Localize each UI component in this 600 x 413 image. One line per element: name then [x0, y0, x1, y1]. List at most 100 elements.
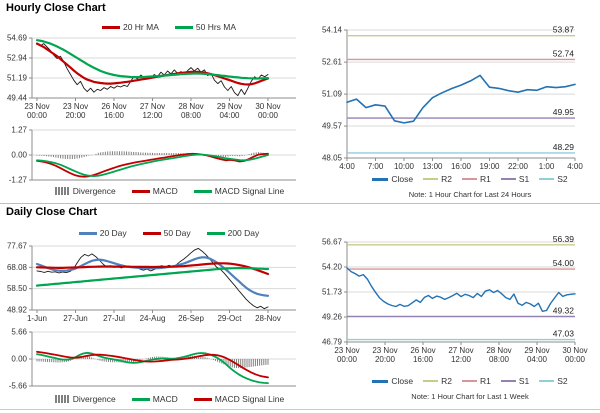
hourly-chart-title: Hourly Close Chart	[6, 2, 106, 14]
r2-line-swatch	[423, 178, 439, 180]
svg-text:52.94: 52.94	[7, 54, 28, 63]
legend-item-macd-signal: MACD Signal Line	[193, 186, 285, 196]
legend-item-r2: R2	[423, 174, 452, 184]
legend-label: S1	[518, 376, 530, 386]
legend-label: Close	[391, 174, 414, 184]
r1-line-swatch	[461, 178, 477, 180]
s1-line-swatch	[500, 380, 516, 382]
macd-line-swatch	[131, 189, 150, 193]
macd-signal-line-swatch	[193, 397, 212, 401]
r2-line-swatch	[423, 380, 439, 382]
legend-item-close: Close	[372, 376, 413, 386]
svg-text:16:00: 16:00	[451, 162, 472, 171]
macd-signal-line-swatch	[193, 189, 212, 193]
svg-text:10:00: 10:00	[394, 162, 415, 171]
s2-line-swatch	[539, 380, 555, 382]
svg-text:28-Nov: 28-Nov	[255, 314, 281, 323]
hourly-sr-note: Note: 1 Hour Chart for Last 24 Hours	[408, 190, 532, 199]
svg-text:1.27: 1.27	[11, 126, 27, 135]
svg-text:4:00: 4:00	[339, 162, 355, 171]
svg-text:48.05: 48.05	[322, 154, 343, 163]
legend-label: R2	[441, 174, 452, 184]
legend-label: Divergence	[72, 186, 116, 196]
hourly-ma-legend: 20 Hr MA 50 Hrs MA	[32, 22, 306, 32]
legend-item-divergence: Divergence	[53, 186, 116, 196]
svg-text:56.39: 56.39	[553, 234, 575, 244]
hourly-close-panel: Hourly Close Chart 20 Hr MA 50 Hrs MA 54…	[0, 0, 330, 203]
hourly-sr-legend: Close R2 R1 S1 S2	[340, 174, 600, 184]
daily-macd-legend: Divergence MACD MACD Signal Line	[32, 394, 306, 404]
hourly-macd-legend: Divergence MACD MACD Signal Line	[32, 186, 306, 196]
svg-text:54.69: 54.69	[7, 34, 28, 43]
ma50-line-swatch	[174, 25, 193, 29]
legend-label: S2	[557, 376, 568, 386]
svg-text:29-Oct: 29-Oct	[217, 314, 242, 323]
svg-text:0.00: 0.00	[11, 151, 27, 160]
daily-macd-chart: 5.66 0.00 -5.66	[9, 328, 296, 391]
svg-text:49.57: 49.57	[322, 122, 343, 131]
legend-label: S1	[518, 174, 530, 184]
svg-text:52.61: 52.61	[322, 58, 343, 67]
daily-ma-legend: 20 Day 50 Day 200 Day	[32, 228, 306, 238]
legend-item-s2: S2	[539, 174, 568, 184]
legend-label: MACD Signal Line	[214, 394, 285, 404]
legend-item-close: Close	[372, 174, 413, 184]
daily-sr-note: Note: 1 Hour Chart for Last 1 Week	[411, 392, 529, 401]
bottom-divider	[0, 409, 600, 410]
svg-text:-5.66: -5.66	[9, 382, 28, 391]
legend-label: 50 Hrs MA	[195, 22, 237, 32]
legend-label: Close	[391, 376, 414, 386]
daily-sr-panel: 56.67 54.20 51.73 49.26 46.79 23 Nov 00:00 23 N…	[310, 204, 600, 413]
legend-label: R1	[479, 174, 491, 184]
legend-label: Divergence	[72, 394, 116, 404]
svg-text:4:00: 4:00	[567, 162, 583, 171]
close-line-swatch	[372, 379, 389, 383]
close-line-swatch	[372, 177, 389, 181]
svg-text:56.67: 56.67	[322, 238, 343, 247]
legend-label: S2	[557, 174, 568, 184]
legend-item-r2: R2	[423, 376, 452, 386]
svg-text:0.00: 0.00	[11, 355, 27, 364]
legend-item-50day: 50 Day	[142, 228, 191, 238]
svg-text:48.92: 48.92	[7, 306, 28, 315]
legend-item-r1: R1	[461, 376, 491, 386]
legend-item-divergence: Divergence	[53, 394, 116, 404]
s2-line-swatch	[539, 178, 555, 180]
legend-label: R1	[479, 376, 491, 386]
hourly-macd-chart: 1.27 0.00 -1.27	[9, 126, 296, 184]
legend-item-s1: S1	[500, 174, 530, 184]
svg-text:51.19: 51.19	[7, 74, 28, 83]
svg-text:27-Jun: 27-Jun	[63, 314, 87, 323]
svg-text:1:00: 1:00	[539, 162, 555, 171]
ma20day-line-swatch	[78, 231, 97, 235]
svg-text:51.09: 51.09	[322, 90, 343, 99]
svg-text:26-Sep: 26-Sep	[178, 314, 204, 323]
legend-item-macd: MACD	[131, 186, 178, 196]
svg-text:53.87: 53.87	[553, 25, 575, 35]
legend-label: 50 Day	[163, 228, 191, 238]
ma20-line-swatch	[101, 25, 120, 29]
legend-label: R2	[441, 376, 452, 386]
s1-line-swatch	[500, 178, 516, 180]
legend-label: MACD Signal Line	[214, 186, 285, 196]
svg-text:19:00: 19:00	[479, 162, 500, 171]
svg-text:68.08: 68.08	[7, 263, 28, 272]
svg-text:77.67: 77.67	[7, 242, 28, 251]
daily-sr-legend: Close R2 R1 S1 S2	[340, 376, 600, 386]
legend-item-s1: S1	[500, 376, 530, 386]
